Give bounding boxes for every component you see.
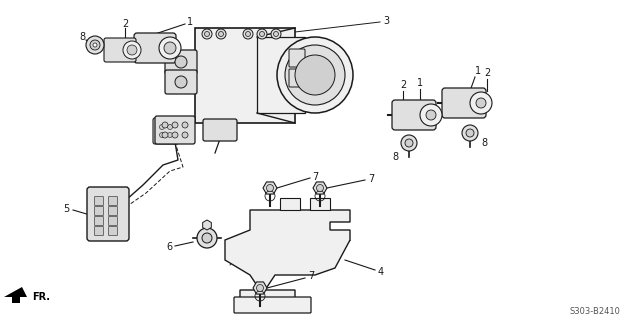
Circle shape	[466, 129, 474, 137]
FancyBboxPatch shape	[134, 33, 176, 63]
FancyBboxPatch shape	[109, 227, 118, 236]
Circle shape	[202, 233, 212, 243]
Text: 2: 2	[484, 68, 490, 78]
Text: 5: 5	[63, 204, 69, 214]
Circle shape	[257, 284, 264, 292]
Circle shape	[285, 45, 345, 105]
Circle shape	[476, 98, 486, 108]
Text: FR.: FR.	[32, 292, 50, 302]
Text: 1: 1	[417, 78, 423, 88]
Circle shape	[172, 132, 178, 138]
Circle shape	[426, 110, 436, 120]
Circle shape	[93, 43, 97, 47]
FancyBboxPatch shape	[165, 70, 197, 94]
Text: 1: 1	[475, 66, 481, 76]
Circle shape	[164, 42, 176, 54]
Text: 3: 3	[383, 16, 389, 26]
FancyBboxPatch shape	[234, 297, 311, 313]
Circle shape	[127, 45, 137, 55]
Text: 7: 7	[308, 271, 314, 281]
Circle shape	[172, 122, 178, 128]
Text: 2: 2	[122, 19, 128, 29]
Circle shape	[159, 124, 164, 130]
Circle shape	[405, 139, 413, 147]
Circle shape	[420, 104, 442, 126]
Circle shape	[175, 56, 187, 68]
FancyBboxPatch shape	[109, 217, 118, 226]
FancyBboxPatch shape	[195, 28, 295, 123]
Polygon shape	[4, 287, 27, 303]
FancyBboxPatch shape	[95, 217, 104, 226]
Circle shape	[218, 31, 223, 36]
Text: S303-B2410: S303-B2410	[569, 308, 620, 316]
FancyBboxPatch shape	[109, 206, 118, 215]
Text: 8: 8	[79, 32, 85, 42]
FancyBboxPatch shape	[165, 50, 197, 74]
Circle shape	[259, 31, 264, 36]
Circle shape	[277, 37, 353, 113]
Circle shape	[246, 31, 250, 36]
Circle shape	[162, 132, 168, 138]
Circle shape	[182, 122, 188, 128]
Polygon shape	[257, 28, 295, 123]
FancyBboxPatch shape	[155, 116, 195, 144]
FancyBboxPatch shape	[257, 37, 305, 113]
FancyBboxPatch shape	[392, 100, 436, 130]
Text: 8: 8	[392, 152, 398, 162]
Circle shape	[168, 124, 173, 130]
FancyBboxPatch shape	[95, 196, 104, 205]
FancyBboxPatch shape	[109, 196, 118, 205]
Circle shape	[273, 31, 278, 36]
Text: 1: 1	[187, 17, 193, 27]
FancyBboxPatch shape	[289, 69, 305, 87]
Text: 7: 7	[368, 174, 374, 184]
Circle shape	[202, 29, 212, 39]
Circle shape	[175, 76, 187, 88]
Circle shape	[257, 29, 267, 39]
FancyBboxPatch shape	[289, 49, 305, 67]
FancyBboxPatch shape	[153, 118, 179, 144]
Text: 8: 8	[481, 138, 487, 148]
FancyBboxPatch shape	[203, 119, 237, 141]
FancyBboxPatch shape	[442, 88, 486, 118]
Circle shape	[182, 132, 188, 138]
Circle shape	[162, 122, 168, 128]
Circle shape	[216, 29, 226, 39]
Circle shape	[205, 31, 209, 36]
Polygon shape	[225, 210, 350, 300]
Circle shape	[168, 132, 173, 138]
FancyBboxPatch shape	[310, 198, 330, 210]
FancyBboxPatch shape	[104, 38, 136, 62]
Circle shape	[401, 135, 417, 151]
Circle shape	[90, 40, 100, 50]
Circle shape	[317, 185, 323, 191]
Circle shape	[271, 29, 281, 39]
Text: 6: 6	[166, 242, 172, 252]
Circle shape	[266, 185, 273, 191]
FancyBboxPatch shape	[95, 206, 104, 215]
FancyBboxPatch shape	[95, 227, 104, 236]
Circle shape	[197, 228, 217, 248]
FancyBboxPatch shape	[87, 187, 129, 241]
Circle shape	[86, 36, 104, 54]
Circle shape	[295, 55, 335, 95]
FancyBboxPatch shape	[280, 198, 300, 210]
Text: 2: 2	[400, 80, 406, 90]
Circle shape	[159, 37, 181, 59]
Circle shape	[159, 132, 164, 138]
Circle shape	[123, 41, 141, 59]
Text: 7: 7	[312, 172, 318, 182]
Text: 4: 4	[378, 267, 384, 277]
Circle shape	[462, 125, 478, 141]
Circle shape	[243, 29, 253, 39]
Circle shape	[470, 92, 492, 114]
